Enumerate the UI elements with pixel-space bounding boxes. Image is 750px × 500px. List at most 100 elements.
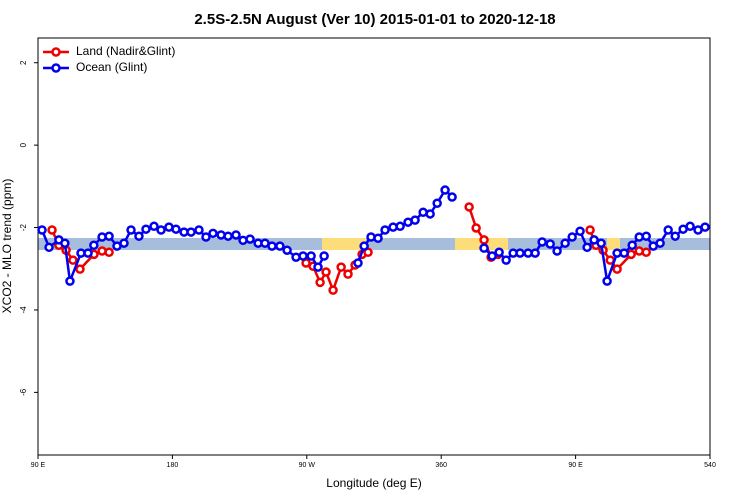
data-point bbox=[479, 243, 489, 253]
data-point bbox=[343, 269, 353, 279]
data-point bbox=[373, 233, 383, 244]
x-axis-label: Longitude (deg E) bbox=[326, 476, 421, 490]
data-point bbox=[552, 246, 562, 256]
x-tick-label: 90 E bbox=[31, 462, 46, 469]
data-point bbox=[596, 238, 606, 248]
data-point bbox=[440, 185, 450, 195]
data-point bbox=[471, 223, 481, 233]
data-point bbox=[589, 235, 599, 245]
data-point bbox=[201, 232, 211, 242]
y-tick-label: -2 bbox=[19, 223, 28, 231]
y-tick-label: -6 bbox=[19, 388, 28, 396]
land-band bbox=[455, 238, 508, 250]
data-point bbox=[447, 192, 457, 202]
legend-marker bbox=[51, 63, 61, 73]
land-band bbox=[607, 238, 620, 250]
data-point bbox=[44, 242, 54, 253]
data-point bbox=[663, 225, 673, 235]
data-point bbox=[119, 238, 129, 248]
y-tick-label: -4 bbox=[19, 306, 28, 314]
data-point bbox=[315, 277, 325, 288]
data-point bbox=[501, 255, 511, 265]
data-point bbox=[156, 225, 166, 235]
data-point bbox=[567, 232, 577, 242]
data-point bbox=[171, 224, 181, 234]
data-point bbox=[655, 238, 665, 248]
data-point bbox=[223, 231, 233, 241]
data-point bbox=[487, 251, 497, 261]
data-point bbox=[313, 262, 323, 272]
data-point bbox=[231, 230, 241, 240]
data-point bbox=[37, 225, 47, 235]
data-point bbox=[267, 241, 277, 251]
data-point bbox=[602, 276, 612, 286]
chart-title: 2.5S-2.5N August (Ver 10) 2015-01-01 to … bbox=[194, 11, 555, 28]
data-point bbox=[425, 209, 435, 219]
data-point bbox=[410, 215, 420, 225]
data-point bbox=[560, 238, 570, 248]
data-point bbox=[75, 264, 85, 274]
data-point bbox=[319, 251, 329, 261]
legend-marker bbox=[51, 47, 61, 57]
data-point bbox=[47, 225, 57, 235]
data-point bbox=[186, 227, 196, 237]
data-point bbox=[380, 225, 390, 235]
data-point bbox=[245, 234, 255, 244]
data-point bbox=[65, 276, 75, 286]
data-point bbox=[336, 262, 346, 272]
x-tick-label: 90 W bbox=[299, 462, 316, 469]
data-point bbox=[282, 245, 292, 255]
data-point bbox=[328, 285, 338, 295]
legend-label: Land (Nadir&Glint) bbox=[76, 44, 175, 58]
data-point bbox=[359, 241, 369, 251]
data-point bbox=[353, 258, 363, 268]
x-tick-label: 180 bbox=[167, 462, 179, 469]
data-point bbox=[582, 242, 592, 253]
data-point bbox=[641, 247, 651, 258]
data-point bbox=[537, 237, 547, 247]
data-point bbox=[83, 248, 93, 258]
data-point bbox=[134, 231, 144, 241]
data-point bbox=[104, 231, 114, 241]
data-point bbox=[479, 235, 489, 245]
data-point bbox=[670, 231, 680, 241]
data-point bbox=[575, 226, 585, 237]
data-point bbox=[700, 222, 710, 232]
land-band bbox=[322, 238, 366, 250]
data-point bbox=[298, 251, 308, 261]
data-point bbox=[515, 248, 525, 258]
x-tick-label: 90 E bbox=[568, 462, 583, 469]
data-point bbox=[627, 240, 637, 251]
x-tick-label: 360 bbox=[435, 462, 447, 469]
data-point bbox=[432, 198, 442, 208]
data-point bbox=[149, 221, 159, 232]
y-axis-label: XCO2 - MLO trend (ppm) bbox=[0, 179, 14, 314]
data-point bbox=[68, 255, 78, 265]
data-point bbox=[530, 248, 540, 258]
legend-label: Ocean (Glint) bbox=[76, 60, 147, 74]
data-point bbox=[494, 247, 504, 258]
data-point bbox=[685, 221, 695, 232]
data-point bbox=[395, 221, 405, 232]
y-tick-label: 2 bbox=[19, 60, 28, 65]
data-point bbox=[619, 248, 629, 258]
x-tick-label: 540 bbox=[704, 462, 716, 469]
data-point bbox=[612, 264, 622, 274]
data-point bbox=[104, 247, 114, 258]
data-point bbox=[306, 251, 316, 261]
data-point bbox=[141, 224, 151, 234]
data-point bbox=[545, 239, 555, 249]
data-point bbox=[208, 228, 218, 239]
data-point bbox=[60, 238, 70, 248]
data-point bbox=[275, 241, 285, 251]
data-point bbox=[641, 231, 651, 241]
data-point bbox=[585, 225, 595, 235]
data-point bbox=[89, 240, 99, 251]
data-point bbox=[126, 225, 136, 235]
data-point bbox=[321, 267, 331, 277]
data-point bbox=[464, 202, 474, 212]
data-point bbox=[194, 225, 204, 235]
plot-frame bbox=[37, 37, 711, 456]
